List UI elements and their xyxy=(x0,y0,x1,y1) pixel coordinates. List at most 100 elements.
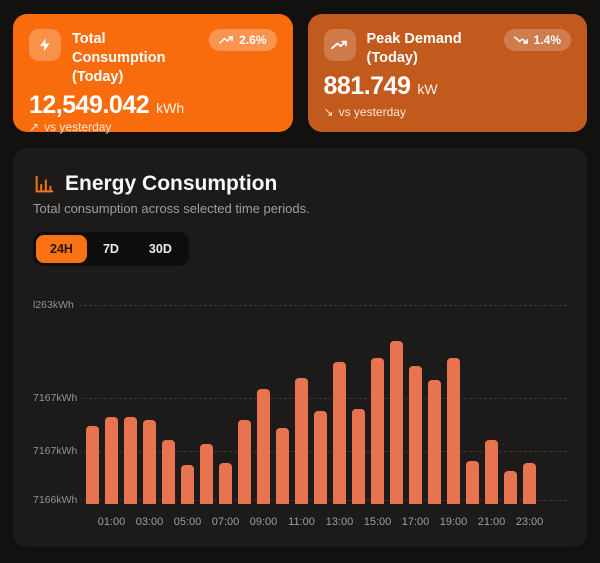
bar-rect xyxy=(446,357,461,504)
x-tick-19:00: 19:00 xyxy=(439,516,468,528)
bar-rect xyxy=(389,341,404,504)
trend-badge-value: 2.6% xyxy=(239,33,267,47)
card-value: 881.749 xyxy=(323,71,411,100)
x-tick-13:00: 13:00 xyxy=(325,516,354,528)
bar-chart-icon xyxy=(33,173,55,195)
bar-16:00[interactable] xyxy=(387,298,406,504)
card-title: Total Consumption (Today) xyxy=(72,31,166,85)
bar-rect xyxy=(180,464,195,504)
bar-20:00[interactable] xyxy=(463,298,482,504)
bar-23:00[interactable] xyxy=(520,298,539,504)
y-axis-label: 7167kWh xyxy=(33,391,82,404)
trending-up-icon xyxy=(323,29,356,61)
stat-cards-row: Total Consumption (Today) 2.6% 12,549.04… xyxy=(13,14,587,134)
bar-21:00[interactable] xyxy=(482,298,501,504)
x-tick-21:00: 21:00 xyxy=(477,516,506,528)
bar-rect xyxy=(332,361,347,504)
card-header: Peak Demand (Today) 1.4% xyxy=(323,29,571,68)
bar-03:00[interactable] xyxy=(140,298,159,504)
bars-container xyxy=(83,298,539,504)
trend-badge: 2.6% xyxy=(209,29,277,51)
x-tick-23:00: 23:00 xyxy=(515,516,544,528)
card-header: Total Consumption (Today) 2.6% xyxy=(29,29,277,87)
bar-chart: l263kWh 7167kWh 7167kWh 7166kWh 01:00 03:00 0… xyxy=(33,298,567,528)
chart-title: Energy Consumption xyxy=(65,172,278,195)
bar-17:00[interactable] xyxy=(406,298,425,504)
zap-icon xyxy=(29,29,61,61)
bar-rect xyxy=(275,427,290,504)
card-value: 12,549.042 xyxy=(29,90,150,119)
card-title: Peak Demand (Today) xyxy=(366,31,462,66)
x-tick-09:00: 09:00 xyxy=(249,516,278,528)
bar-rect xyxy=(123,417,138,504)
energy-consumption-card: Energy Consumption Total consumption acr… xyxy=(13,148,587,547)
bar-00:00[interactable] xyxy=(83,298,102,504)
bar-rect xyxy=(294,378,309,504)
bar-rect xyxy=(313,411,328,504)
bar-02:00[interactable] xyxy=(121,298,140,504)
bar-rect xyxy=(218,462,233,504)
bar-rect xyxy=(85,425,100,504)
bar-10:00[interactable] xyxy=(273,298,292,504)
y-axis-label: 7166kWh xyxy=(33,493,82,506)
card-footer-label: vs yesterday xyxy=(338,105,406,119)
tab-7d[interactable]: 7D xyxy=(89,235,133,263)
peak-demand-card: Peak Demand (Today) 1.4% 881.749 kW ↘ vs… xyxy=(307,14,587,132)
y-axis-label: l263kWh xyxy=(33,299,78,312)
bar-rect xyxy=(370,357,385,504)
total-consumption-card: Total Consumption (Today) 2.6% 12,549.04… xyxy=(13,14,293,134)
bar-15:00[interactable] xyxy=(368,298,387,504)
bar-rect xyxy=(408,365,423,504)
bar-rect xyxy=(351,409,366,504)
bar-rect xyxy=(104,417,119,504)
trend-up-icon xyxy=(219,35,234,45)
time-range-tabs: 24H 7D 30D xyxy=(33,232,189,266)
x-tick-07:00: 07:00 xyxy=(211,516,240,528)
card-footer-label: vs yesterday xyxy=(44,119,112,134)
gridline xyxy=(79,397,567,399)
tab-30d[interactable]: 30D xyxy=(135,235,186,263)
bar-rect xyxy=(142,419,157,504)
card-unit: kW xyxy=(417,80,438,97)
x-axis-labels: 01:00 03:00 05:00 07:00 09:00 11:00 13:00 15:00… xyxy=(83,512,544,528)
bar-04:00[interactable] xyxy=(159,298,178,504)
bar-18:00[interactable] xyxy=(425,298,444,504)
card-footer: ↘ vs yesterday xyxy=(324,105,572,119)
card-footer: ↗ vs yesterday xyxy=(29,120,277,134)
trend-badge-value: 1.4% xyxy=(533,33,561,47)
bar-rect xyxy=(503,471,518,504)
bar-rect xyxy=(199,444,214,504)
x-tick-03:00: 03:00 xyxy=(135,516,164,528)
x-tick-15:00: 15:00 xyxy=(363,516,392,528)
gridline xyxy=(79,305,567,307)
bar-22:00[interactable] xyxy=(501,298,520,504)
bar-12:00[interactable] xyxy=(311,298,330,504)
tab-24h[interactable]: 24H xyxy=(36,235,87,263)
x-tick-11:00: 11:00 xyxy=(288,516,315,528)
bar-01:00[interactable] xyxy=(102,298,121,504)
y-axis-label: 7167kWh xyxy=(33,445,82,458)
bar-14:00[interactable] xyxy=(349,298,368,504)
arrow-down-right-icon: ↘ xyxy=(323,105,334,119)
bar-07:00[interactable] xyxy=(216,298,235,504)
arrow-up-right-icon: ↗ xyxy=(29,119,40,134)
bar-13:00[interactable] xyxy=(330,298,349,504)
bar-05:00[interactable] xyxy=(178,298,197,504)
trend-badge: 1.4% xyxy=(503,29,571,51)
bar-09:00[interactable] xyxy=(254,298,273,504)
bar-06:00[interactable] xyxy=(197,298,216,504)
bar-19:00[interactable] xyxy=(444,298,463,504)
bar-rect xyxy=(256,388,271,504)
card-unit: kWh xyxy=(156,99,185,116)
bar-08:00[interactable] xyxy=(235,298,254,504)
card-value-row: 881.749 kW xyxy=(324,72,572,101)
bar-rect xyxy=(161,440,176,504)
chart-subtitle: Total consumption across selected time p… xyxy=(33,201,310,216)
bar-rect xyxy=(237,419,252,504)
bar-11:00[interactable] xyxy=(292,298,311,504)
x-tick-05:00: 05:00 xyxy=(173,516,202,528)
chart-header: Energy Consumption xyxy=(33,172,567,196)
bar-rect xyxy=(427,380,442,504)
x-tick-17:00: 17:00 xyxy=(401,516,430,528)
bar-rect xyxy=(484,440,499,504)
